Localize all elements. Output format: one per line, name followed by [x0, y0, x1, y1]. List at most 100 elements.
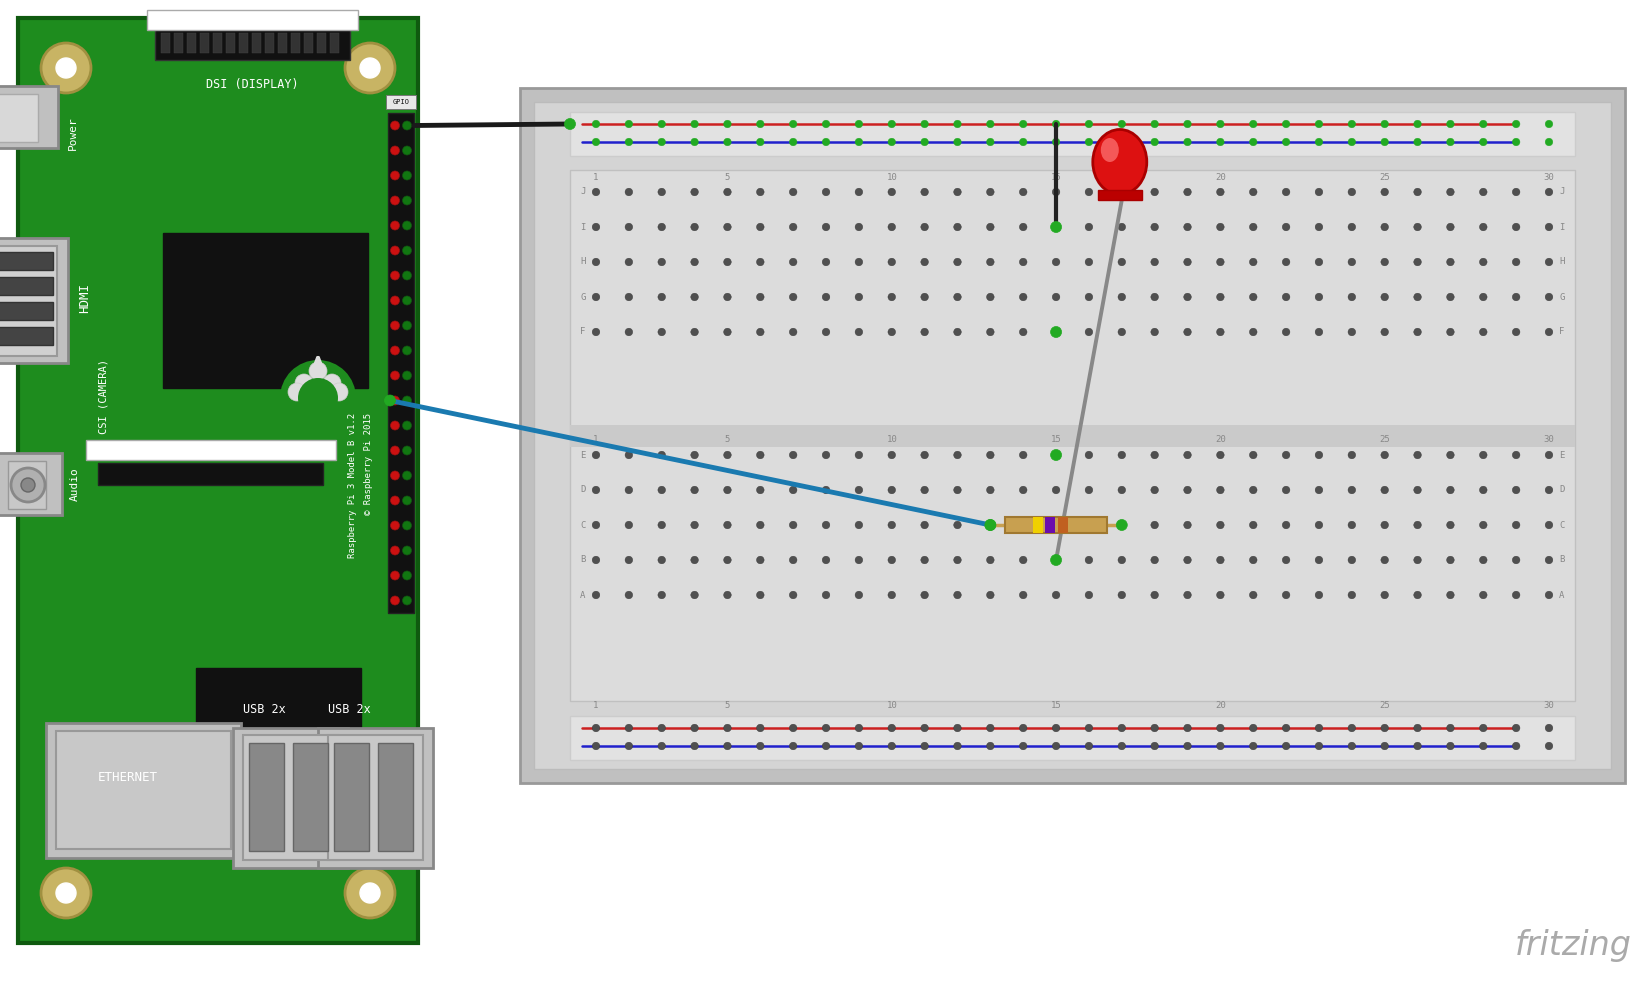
Bar: [155, 28, 351, 60]
Circle shape: [987, 556, 995, 563]
Text: 25: 25: [1379, 173, 1390, 182]
Circle shape: [657, 223, 665, 231]
Circle shape: [921, 258, 929, 265]
Circle shape: [1184, 591, 1191, 599]
Circle shape: [657, 188, 665, 196]
Bar: [1059, 517, 1069, 533]
Circle shape: [1545, 451, 1553, 458]
Circle shape: [295, 374, 313, 392]
Circle shape: [1380, 258, 1388, 265]
Circle shape: [1347, 451, 1355, 458]
Circle shape: [402, 396, 412, 405]
Circle shape: [626, 223, 632, 231]
Circle shape: [390, 521, 400, 530]
Bar: [175, 33, 183, 53]
Circle shape: [1512, 556, 1520, 563]
Circle shape: [690, 223, 698, 231]
Circle shape: [1479, 486, 1487, 494]
Circle shape: [954, 223, 962, 231]
Bar: [379, 743, 413, 851]
Circle shape: [1250, 258, 1257, 265]
Circle shape: [1413, 293, 1421, 301]
Circle shape: [1283, 188, 1290, 196]
Bar: [212, 33, 222, 53]
Circle shape: [789, 258, 797, 265]
Circle shape: [1316, 120, 1323, 128]
Circle shape: [789, 742, 797, 749]
Circle shape: [822, 258, 830, 265]
Text: 15: 15: [1051, 435, 1061, 444]
Circle shape: [1512, 725, 1520, 732]
Circle shape: [1512, 293, 1520, 301]
Circle shape: [626, 293, 632, 301]
Circle shape: [921, 223, 929, 231]
Circle shape: [690, 188, 698, 196]
Circle shape: [888, 486, 896, 494]
Circle shape: [1085, 742, 1092, 749]
Circle shape: [1250, 556, 1257, 563]
Circle shape: [888, 223, 896, 231]
Circle shape: [1479, 120, 1487, 128]
Circle shape: [1347, 521, 1355, 529]
Circle shape: [1545, 223, 1553, 231]
Circle shape: [1316, 293, 1323, 301]
Circle shape: [323, 374, 341, 392]
Circle shape: [1413, 521, 1421, 529]
Circle shape: [789, 329, 797, 336]
Circle shape: [1347, 329, 1355, 336]
Circle shape: [1019, 258, 1028, 265]
Circle shape: [1085, 223, 1092, 231]
Bar: [0, 252, 53, 270]
Text: A: A: [580, 590, 586, 600]
Circle shape: [1283, 725, 1290, 732]
Circle shape: [888, 120, 896, 128]
Circle shape: [756, 139, 764, 146]
Circle shape: [402, 546, 412, 555]
Circle shape: [1413, 725, 1421, 732]
Bar: [570, 716, 1575, 760]
Circle shape: [723, 329, 731, 336]
Circle shape: [855, 556, 863, 563]
Circle shape: [1347, 188, 1355, 196]
Text: GPIO: GPIO: [392, 99, 410, 105]
Circle shape: [789, 223, 797, 231]
Bar: [0, 277, 53, 295]
Circle shape: [1413, 742, 1421, 749]
Circle shape: [1380, 486, 1388, 494]
Circle shape: [723, 521, 731, 529]
Circle shape: [657, 120, 665, 128]
Circle shape: [1052, 329, 1061, 336]
Circle shape: [1151, 223, 1158, 231]
Circle shape: [1250, 742, 1257, 749]
Bar: [188, 33, 196, 53]
Circle shape: [1413, 188, 1421, 196]
Circle shape: [593, 556, 600, 563]
Bar: [293, 743, 328, 851]
Circle shape: [723, 120, 731, 128]
Circle shape: [402, 271, 412, 280]
Circle shape: [1052, 451, 1061, 458]
Circle shape: [1184, 725, 1191, 732]
Circle shape: [1118, 591, 1125, 599]
Circle shape: [1413, 329, 1421, 336]
Circle shape: [593, 742, 600, 749]
Circle shape: [921, 521, 929, 529]
Bar: [385, 95, 417, 109]
Circle shape: [954, 521, 962, 529]
Circle shape: [1316, 223, 1323, 231]
Text: J: J: [1560, 187, 1565, 196]
Circle shape: [954, 120, 962, 128]
Text: 30: 30: [1543, 173, 1555, 182]
Circle shape: [1316, 725, 1323, 732]
Circle shape: [1413, 486, 1421, 494]
Circle shape: [690, 258, 698, 265]
Circle shape: [56, 883, 76, 903]
Circle shape: [1413, 556, 1421, 563]
Text: A: A: [1560, 590, 1565, 600]
Circle shape: [1446, 725, 1454, 732]
Ellipse shape: [1094, 130, 1146, 194]
Circle shape: [1085, 258, 1092, 265]
Text: B: B: [1560, 555, 1565, 564]
Circle shape: [1479, 725, 1487, 732]
Circle shape: [690, 120, 698, 128]
